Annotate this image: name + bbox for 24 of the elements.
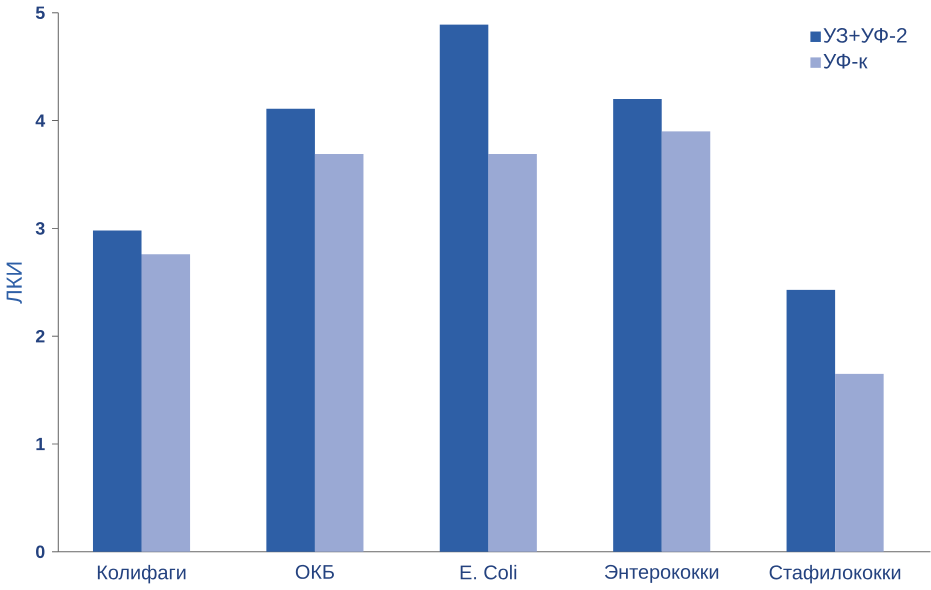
bar	[92, 230, 142, 552]
bar	[662, 131, 710, 552]
x-tick-label: Колифаги	[98, 564, 186, 584]
bar	[266, 108, 315, 552]
x-tick-label: E. Coli	[460, 564, 516, 580]
y-tick-label: 0	[36, 545, 44, 558]
bar	[440, 24, 488, 552]
bar	[835, 374, 884, 552]
bar	[314, 154, 364, 552]
legend-label: УФ-к	[823, 54, 868, 69]
bar	[786, 290, 836, 552]
x-tick-label: Стафилококки	[770, 564, 900, 584]
bar	[613, 99, 662, 552]
y-axis-title: ЛКИ	[6, 262, 22, 304]
y-tick-label: 5	[36, 6, 45, 20]
y-tick-label: 4	[36, 114, 46, 127]
legend-label: УЗ+УФ-2	[823, 28, 907, 43]
bar	[488, 154, 537, 552]
x-tick-label: Энтерококки	[604, 564, 718, 583]
y-tick-label: 2	[36, 330, 44, 342]
y-tick-label: 3	[36, 222, 45, 235]
y-tick-label: 1	[36, 438, 45, 450]
bar	[142, 254, 190, 552]
x-tick-label: ОКБ	[296, 564, 334, 579]
